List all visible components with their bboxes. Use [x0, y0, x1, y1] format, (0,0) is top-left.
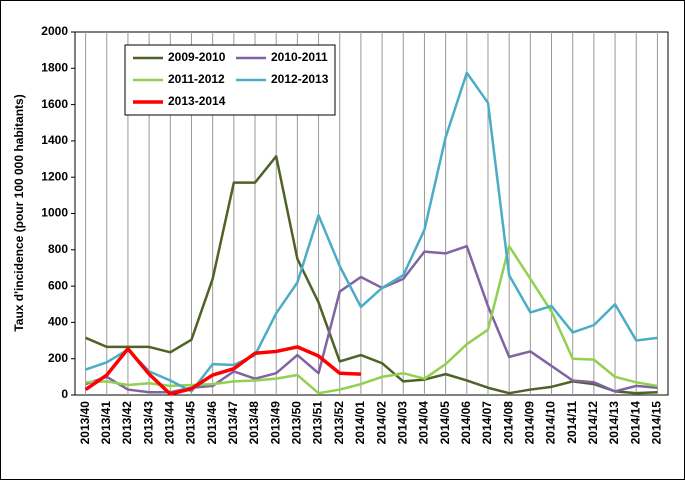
x-tick-label: 2013/47	[226, 401, 240, 445]
y-tick-label: 0	[61, 387, 68, 401]
y-axis-label: Taux d'incidence (pour 100 000 habitants…	[12, 94, 26, 331]
y-tick-label: 200	[48, 351, 68, 365]
x-tick-label: 2013/52	[332, 401, 346, 445]
legend-label: 2013-2014	[168, 94, 226, 108]
legend-label: 2011-2012	[168, 72, 225, 86]
x-tick-label: 2014/12	[586, 401, 600, 445]
x-tick-label: 2014/11	[565, 401, 579, 444]
y-tick-label: 1600	[41, 97, 68, 111]
legend-label: 2009-2010	[168, 50, 226, 64]
legend: 2009-2010 2010-2011 2011-2012 2012-2013 2013…	[124, 44, 336, 116]
x-tick-label: 2014/14	[628, 401, 642, 445]
x-tick-label: 2014/01	[353, 401, 367, 445]
x-tick-label: 2014/04	[417, 401, 431, 445]
x-tick-label: 2014/02	[374, 401, 388, 445]
x-tick-label: 2013/46	[205, 401, 219, 445]
x-tick-label: 2013/49	[268, 401, 282, 445]
x-tick-label: 2013/43	[141, 401, 155, 445]
x-tick-label: 2013/40	[78, 401, 92, 445]
x-tick-label: 2013/45	[184, 401, 198, 445]
series-line	[84, 345, 361, 396]
y-tick-label: 600	[48, 278, 68, 292]
x-tick-label: 2014/10	[544, 401, 558, 445]
x-tick-label: 2013/48	[247, 401, 261, 445]
x-tick-label: 2013/42	[120, 401, 134, 445]
x-tick-label: 2013/50	[290, 401, 304, 445]
y-tick-label: 1800	[41, 60, 68, 74]
x-tick-label: 2014/05	[438, 401, 452, 445]
x-tick-label: 2013/44	[162, 401, 176, 445]
x-tick-label: 2013/41	[99, 401, 113, 445]
y-tick-label: 1000	[41, 206, 68, 220]
y-tick-label: 1400	[41, 133, 68, 147]
legend-label: 2012-2013	[271, 72, 329, 86]
series-line	[85, 155, 658, 395]
x-tick-label: 2014/07	[480, 401, 494, 445]
x-tick-label: 2014/03	[395, 401, 409, 445]
x-tick-label: 2014/08	[501, 401, 515, 445]
x-tick-label: 2014/15	[650, 401, 664, 445]
legend-label: 2010-2011	[271, 50, 328, 64]
y-tick-label: 2000	[41, 24, 68, 38]
x-tick-label: 2013/51	[311, 401, 325, 445]
y-tick-label: 800	[48, 242, 68, 256]
x-tick-label: 2014/13	[607, 401, 621, 445]
x-tick-label: 2014/06	[459, 401, 473, 445]
x-tick-label: 2014/09	[523, 401, 537, 445]
series-line	[85, 71, 658, 393]
y-tick-label: 400	[48, 315, 68, 329]
y-tick-label: 1200	[41, 169, 68, 183]
